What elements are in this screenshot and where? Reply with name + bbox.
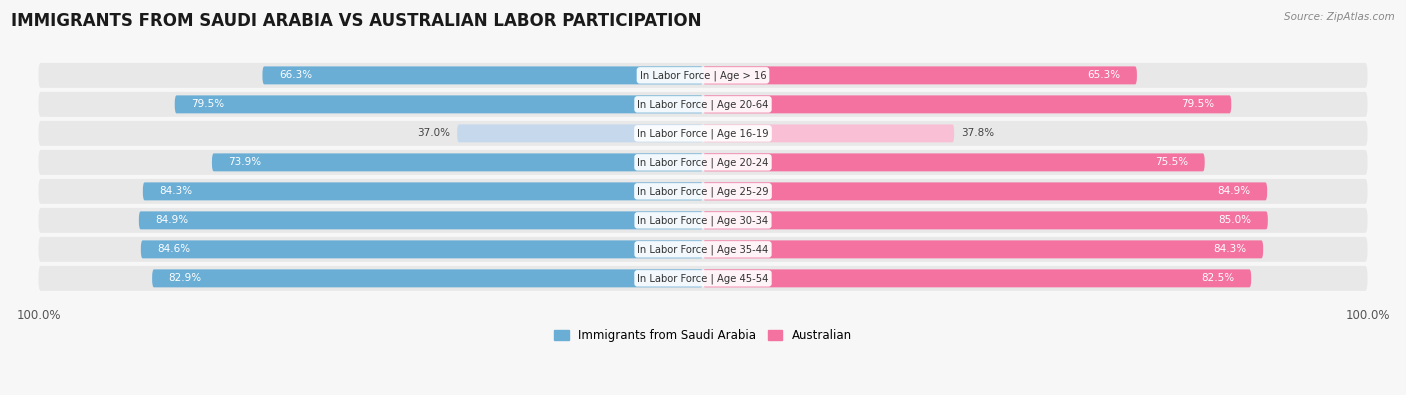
FancyBboxPatch shape (152, 269, 703, 287)
FancyBboxPatch shape (141, 241, 703, 258)
Text: 66.3%: 66.3% (278, 70, 312, 80)
FancyBboxPatch shape (263, 66, 703, 85)
Text: 85.0%: 85.0% (1218, 215, 1251, 226)
FancyBboxPatch shape (38, 63, 1368, 88)
Text: 79.5%: 79.5% (1181, 100, 1215, 109)
FancyBboxPatch shape (703, 66, 1137, 85)
Text: 73.9%: 73.9% (229, 157, 262, 167)
Text: 82.5%: 82.5% (1202, 273, 1234, 283)
FancyBboxPatch shape (38, 150, 1368, 175)
FancyBboxPatch shape (38, 92, 1368, 117)
Text: 37.0%: 37.0% (418, 128, 450, 138)
FancyBboxPatch shape (703, 95, 1232, 113)
Text: In Labor Force | Age 30-34: In Labor Force | Age 30-34 (637, 215, 769, 226)
Text: In Labor Force | Age 35-44: In Labor Force | Age 35-44 (637, 244, 769, 255)
Text: 75.5%: 75.5% (1154, 157, 1188, 167)
FancyBboxPatch shape (38, 179, 1368, 204)
Text: In Labor Force | Age 45-54: In Labor Force | Age 45-54 (637, 273, 769, 284)
Legend: Immigrants from Saudi Arabia, Australian: Immigrants from Saudi Arabia, Australian (550, 325, 856, 347)
FancyBboxPatch shape (457, 124, 703, 142)
Text: IMMIGRANTS FROM SAUDI ARABIA VS AUSTRALIAN LABOR PARTICIPATION: IMMIGRANTS FROM SAUDI ARABIA VS AUSTRALI… (11, 12, 702, 30)
Text: 37.8%: 37.8% (960, 128, 994, 138)
FancyBboxPatch shape (703, 241, 1263, 258)
Text: 84.3%: 84.3% (159, 186, 193, 196)
Text: Source: ZipAtlas.com: Source: ZipAtlas.com (1284, 12, 1395, 22)
FancyBboxPatch shape (143, 182, 703, 200)
Text: 84.3%: 84.3% (1213, 245, 1247, 254)
FancyBboxPatch shape (703, 211, 1268, 229)
Text: In Labor Force | Age > 16: In Labor Force | Age > 16 (640, 70, 766, 81)
Text: In Labor Force | Age 20-64: In Labor Force | Age 20-64 (637, 99, 769, 110)
FancyBboxPatch shape (703, 124, 955, 142)
Text: 65.3%: 65.3% (1087, 70, 1121, 80)
FancyBboxPatch shape (703, 153, 1205, 171)
FancyBboxPatch shape (38, 266, 1368, 291)
Text: In Labor Force | Age 25-29: In Labor Force | Age 25-29 (637, 186, 769, 197)
FancyBboxPatch shape (703, 182, 1267, 200)
Text: In Labor Force | Age 20-24: In Labor Force | Age 20-24 (637, 157, 769, 167)
Text: 84.9%: 84.9% (1218, 186, 1250, 196)
FancyBboxPatch shape (38, 208, 1368, 233)
Text: 84.9%: 84.9% (156, 215, 188, 226)
FancyBboxPatch shape (38, 237, 1368, 262)
FancyBboxPatch shape (38, 121, 1368, 146)
FancyBboxPatch shape (174, 95, 703, 113)
FancyBboxPatch shape (703, 269, 1251, 287)
FancyBboxPatch shape (139, 211, 703, 229)
FancyBboxPatch shape (212, 153, 703, 171)
Text: 82.9%: 82.9% (169, 273, 202, 283)
Text: 79.5%: 79.5% (191, 100, 225, 109)
Text: In Labor Force | Age 16-19: In Labor Force | Age 16-19 (637, 128, 769, 139)
Text: 84.6%: 84.6% (157, 245, 191, 254)
